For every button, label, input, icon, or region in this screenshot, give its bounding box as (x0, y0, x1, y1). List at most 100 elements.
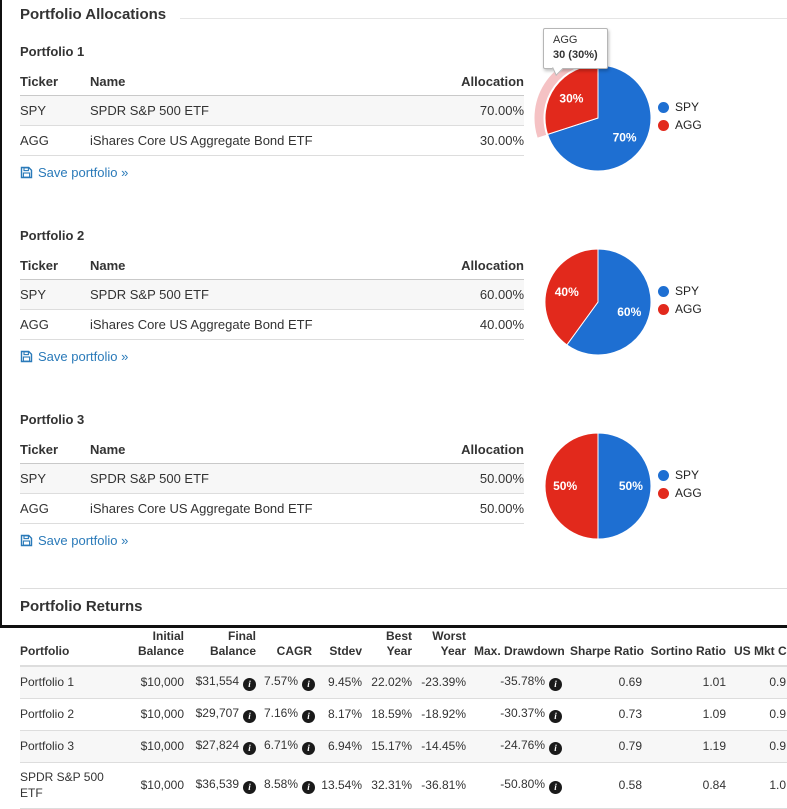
legend-label: SPY (675, 284, 700, 298)
chart-tooltip: AGG 30 (30%) (543, 28, 608, 76)
pie-slice-label: 50% (553, 479, 577, 493)
name-header: Name (90, 437, 434, 464)
returns-header-final: Final Balance (188, 625, 260, 667)
allocation-column: Portfolio 2 Ticker Name Allocation SPY SPDR S… (20, 220, 540, 374)
holding-row: SPY SPDR S&P 500 ETF 70.00% (20, 95, 524, 126)
pie-slice-label: 50% (619, 479, 643, 493)
info-icon[interactable]: i (302, 781, 316, 795)
info-icon[interactable]: i (549, 781, 562, 795)
holding-allocation: 60.00% (434, 279, 524, 310)
pie-slice-agg[interactable] (544, 248, 599, 346)
returns-header-row: Portfolio Initial Balance Final Balance CAG… (20, 625, 787, 667)
returns-header-worst: Worst Year (416, 625, 470, 667)
name-header: Name (90, 69, 434, 96)
returns-cell-sharpe: 0.73 (566, 698, 646, 731)
portfolio-label: Portfolio 1 (20, 44, 85, 59)
returns-value: $10,000 (140, 777, 184, 792)
returns-cell-worst_year: -18.92% (416, 698, 470, 731)
returns-cell-best_year: 22.02% (366, 666, 416, 699)
allocation-table: Ticker Name Allocation SPY SPDR S&P 500 ETF 6… (20, 253, 524, 340)
allocation-header: Allocation (434, 253, 524, 280)
returns-header-uscorr: US Mkt Correlation (730, 625, 787, 667)
pie-slice-label: 30% (559, 92, 583, 106)
holding-name: iShares Core US Aggregate Bond ETF (90, 125, 434, 156)
returns-cell-portfolio: Portfolio 2 (20, 698, 132, 731)
returns-cell-sharpe: 0.79 (566, 730, 646, 763)
holding-ticker: AGG (20, 493, 90, 524)
returns-cell-stdev: 13.54% (316, 762, 366, 809)
returns-cell-portfolio: Portfolio 1 (20, 666, 132, 699)
save-portfolio-link[interactable]: Save portfolio » (20, 165, 128, 180)
legend-dot-icon (658, 303, 669, 315)
save-icon (20, 350, 33, 363)
holding-row: AGG iShares Core US Aggregate Bond ETF 50.… (20, 493, 524, 524)
info-icon[interactable]: i (302, 678, 316, 691)
info-icon[interactable]: i (549, 710, 562, 723)
holding-name: SPDR S&P 500 ETF (90, 95, 434, 126)
returns-cell-sharpe: 0.58 (566, 762, 646, 809)
legend-item-spy: SPY (658, 468, 702, 482)
returns-header-best: Best Year (366, 625, 416, 667)
returns-value: -30.37% (500, 706, 545, 720)
info-icon[interactable]: i (243, 678, 256, 691)
save-portfolio-link[interactable]: Save portfolio » (20, 533, 128, 548)
pie-slice-agg[interactable] (544, 432, 599, 540)
portfolio-sections: Portfolio 1 Ticker Name Allocation SPY SPDR S… (20, 28, 787, 558)
returns-value: 1.01 (702, 674, 726, 689)
allocation-column: Portfolio 3 Ticker Name Allocation SPY SPDR S… (20, 404, 540, 558)
pie-slice-label: 60% (617, 305, 641, 319)
allocation-header-row: Ticker Name Allocation (20, 437, 524, 464)
holding-allocation: 50.00% (434, 493, 524, 524)
info-icon[interactable]: i (243, 710, 256, 723)
legend-item-spy: SPY (658, 284, 702, 298)
returns-value: 0.84 (702, 777, 726, 792)
info-icon[interactable]: i (243, 781, 256, 795)
returns-cell-max_drawdown: -35.78% i (470, 666, 566, 699)
info-icon[interactable]: i (302, 710, 316, 723)
returns-value: 7.57% (264, 674, 299, 688)
portfolio-section: Portfolio 1 Ticker Name Allocation SPY SPDR S… (20, 28, 787, 190)
returns-row: SPDR S&P 500 ETF $10,000 $36,539 i 8.58% i 13.… (20, 762, 787, 809)
returns-cell-final_balance: $31,554 i (188, 666, 260, 699)
returns-heading: Portfolio Returns (20, 598, 143, 615)
returns-value: 0.9 (769, 674, 786, 689)
holding-ticker: AGG (20, 125, 90, 156)
returns-cell-sortino: 1.01 (646, 666, 730, 699)
save-portfolio-link[interactable]: Save portfolio » (20, 349, 128, 364)
returns-cell-sortino: 1.19 (646, 730, 730, 763)
legend-item-agg: AGG (658, 118, 702, 132)
returns-value: -14.45% (421, 738, 466, 753)
legend-label: SPY (675, 100, 700, 114)
returns-cell-final_balance: $29,707 i (188, 698, 260, 731)
info-icon[interactable]: i (549, 678, 562, 691)
returns-value: $27,824 (195, 738, 239, 752)
info-icon[interactable]: i (243, 742, 256, 755)
pie-slice-label: 70% (613, 130, 637, 144)
returns-value: $10,000 (140, 738, 184, 753)
returns-cell-stdev: 6.94% (316, 730, 366, 763)
returns-value: 8.58% (264, 777, 299, 792)
info-icon[interactable]: i (549, 742, 562, 755)
ticker-header: Ticker (20, 437, 90, 464)
returns-cell-worst_year: -23.39% (416, 666, 470, 699)
returns-value: Portfolio 3 (20, 738, 75, 753)
legend-item-agg: AGG (658, 302, 702, 316)
returns-header-initial: Initial Balance (132, 625, 188, 667)
info-icon[interactable]: i (302, 742, 316, 755)
returns-value: 7.16% (264, 706, 299, 720)
tooltip-value: 30 (30%) (553, 48, 598, 61)
legend-dot-icon (658, 469, 669, 481)
save-portfolio-label: Save portfolio » (38, 533, 129, 548)
holding-name: SPDR S&P 500 ETF (90, 463, 434, 494)
returns-cell-initial_balance: $10,000 (132, 730, 188, 763)
holding-name: iShares Core US Aggregate Bond ETF (90, 493, 434, 524)
portfolio-section: Portfolio 2 Ticker Name Allocation SPY SPDR S… (20, 220, 787, 374)
pie-slice-spy[interactable] (566, 248, 652, 356)
holding-allocation: 50.00% (434, 463, 524, 494)
pie-slice-spy[interactable] (546, 64, 652, 172)
returns-cell-worst_year: -36.81% (416, 762, 470, 809)
pie-slice-spy[interactable] (597, 432, 652, 540)
returns-value: 9.45% (327, 674, 362, 689)
holding-name: iShares Core US Aggregate Bond ETF (90, 309, 434, 340)
holding-ticker: SPY (20, 279, 90, 310)
